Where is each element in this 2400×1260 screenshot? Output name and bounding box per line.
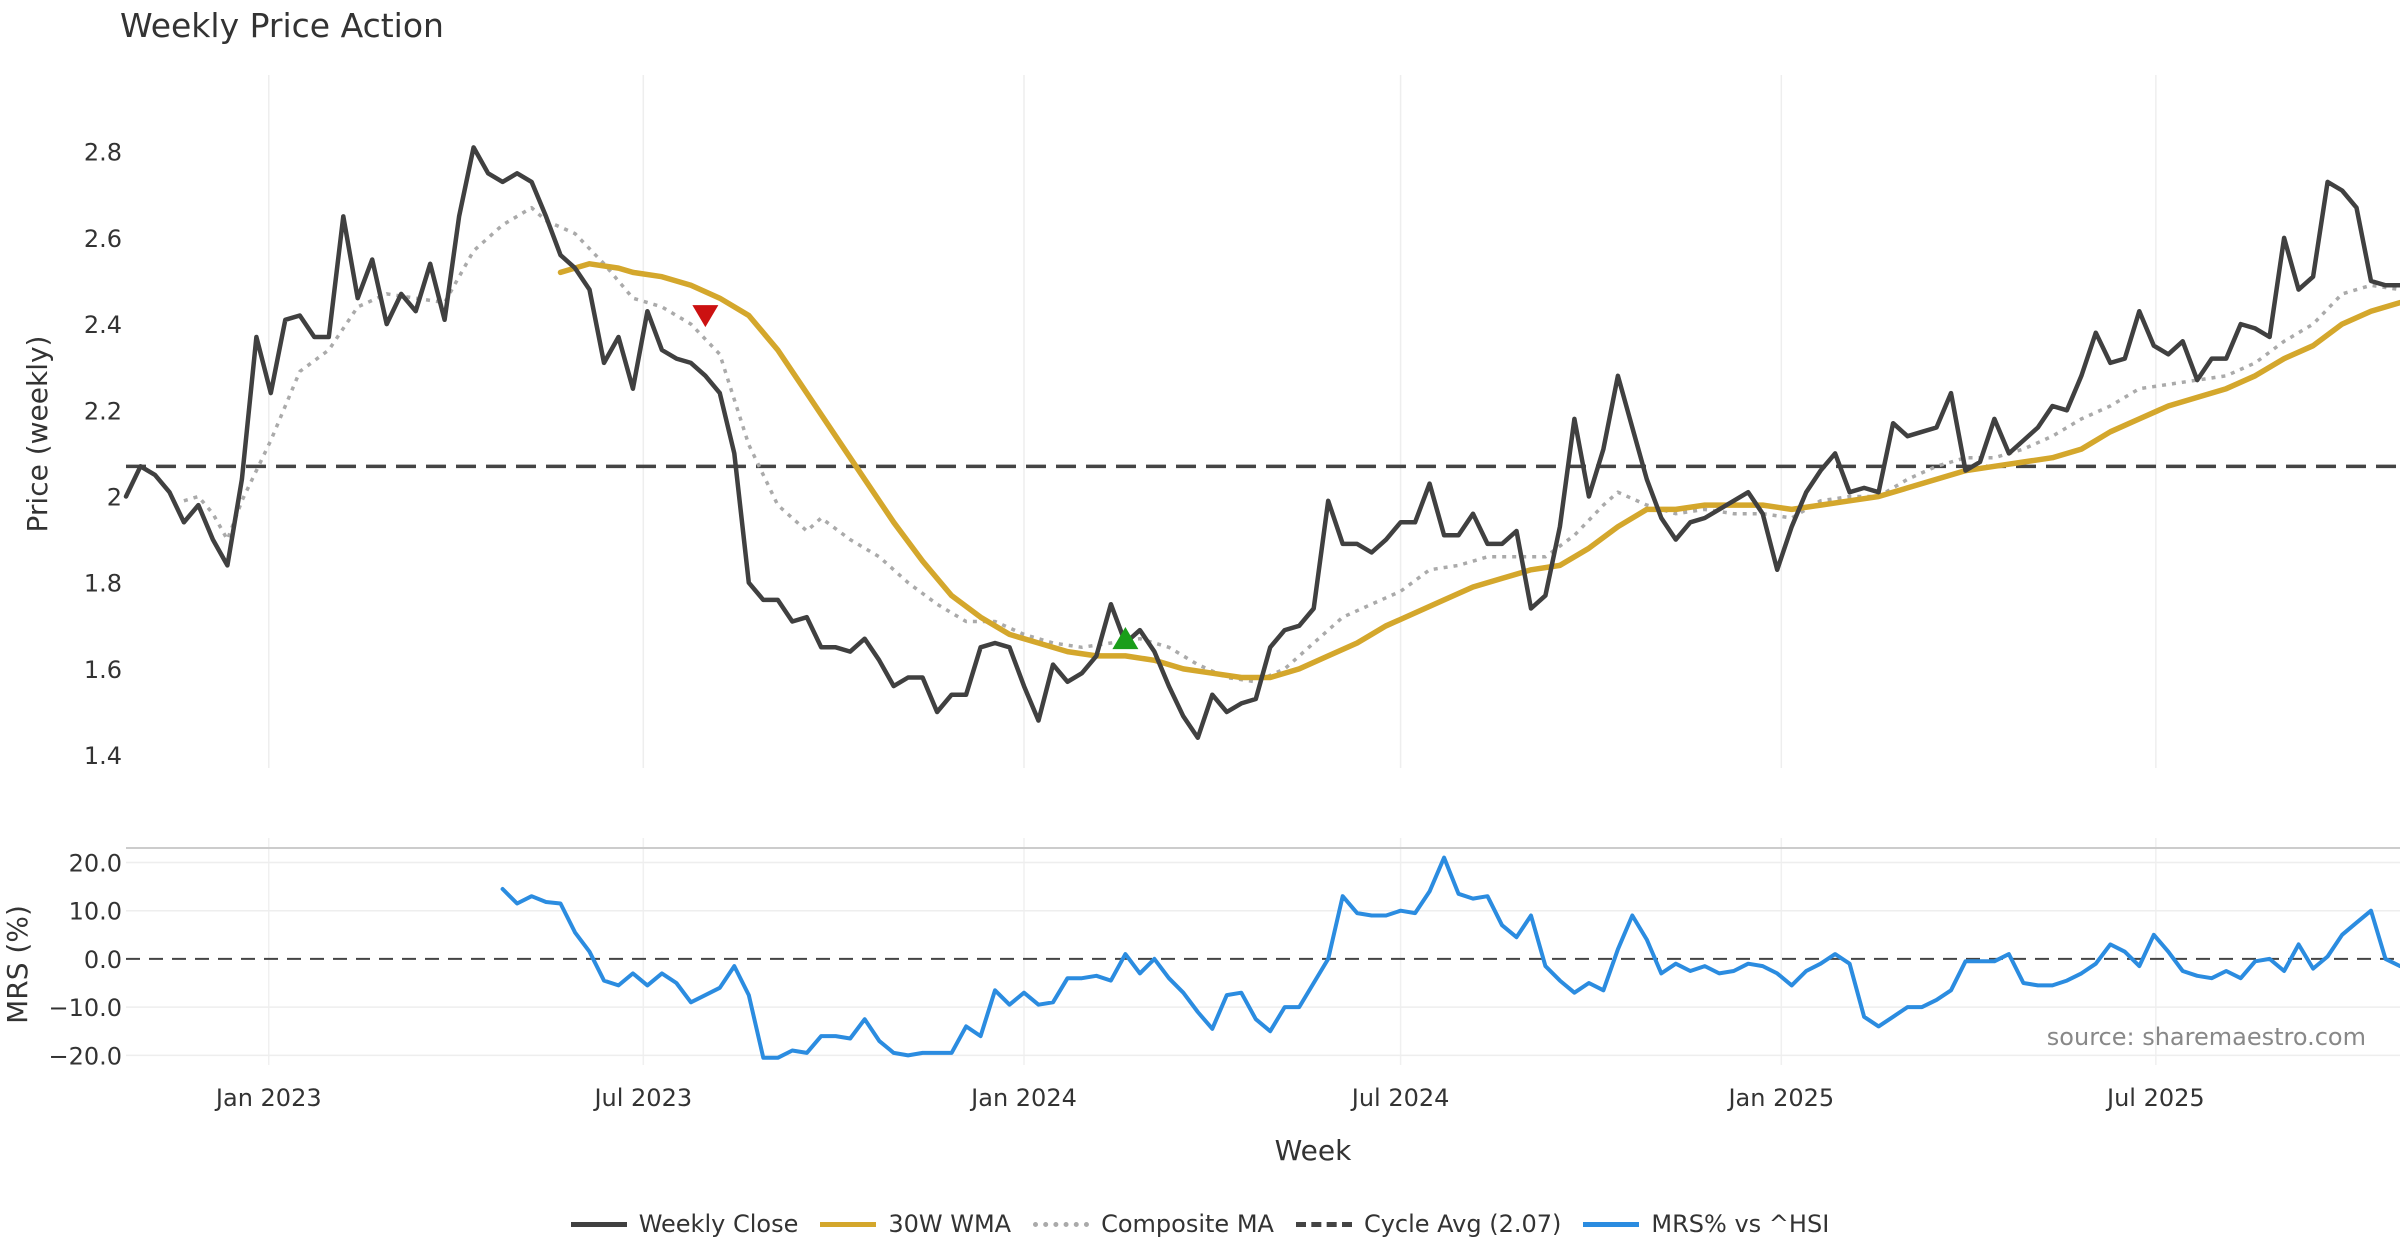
x-axis-title: Week	[1275, 1134, 1352, 1167]
composite-ma-line	[183, 205, 2400, 684]
legend-label: 30W WMA	[888, 1210, 1012, 1238]
mrs-line	[500, 855, 2400, 1060]
chart-title: Weekly Price Action	[120, 6, 444, 45]
buy-signal-marker	[1112, 627, 1139, 650]
legend-swatch	[570, 1221, 627, 1227]
price-y-tick-label: 1.8	[84, 570, 122, 598]
mrs-y-axis-title: MRS (%)	[1, 905, 34, 1024]
legend-swatch	[820, 1221, 877, 1227]
chart-legend: Weekly Close 30W WMA Composite MA Cycle Avg…	[0, 1210, 2400, 1238]
legend-label: MRS% vs ^HSI	[1651, 1210, 1830, 1238]
x-tick-label: Jul 2025	[2105, 1084, 2205, 1112]
x-tick-label: Jan 2025	[1726, 1084, 1834, 1112]
x-tick-label: Jul 2023	[592, 1084, 692, 1112]
source-annotation: source: sharemaestro.com	[2047, 1023, 2366, 1051]
mrs-y-tick-label: 20.0	[69, 849, 122, 877]
x-tick-label: Jul 2024	[1350, 1084, 1450, 1112]
legend-item: Weekly Close	[570, 1210, 799, 1238]
mrs-y-tick-label: 10.0	[69, 898, 122, 926]
legend-label: Weekly Close	[638, 1210, 799, 1238]
price-y-tick-label: 2.4	[84, 311, 122, 339]
price-y-tick-label: 1.4	[84, 742, 122, 770]
legend-swatch	[1583, 1221, 1640, 1227]
price-gridlines	[126, 75, 2400, 768]
price-y-tick-label: 2	[107, 483, 122, 511]
mrs-series-group	[500, 855, 2400, 1060]
legend-item: MRS% vs ^HSI	[1583, 1210, 1829, 1238]
legend-item: Cycle Avg (2.07)	[1295, 1210, 1562, 1238]
price-y-axis-title: Price (weekly)	[21, 336, 54, 533]
legend-label: Composite MA	[1101, 1210, 1274, 1238]
price-series-group	[123, 145, 2400, 741]
mrs-y-tick-label: −10.0	[48, 994, 122, 1022]
x-tick-label: Jan 2023	[214, 1084, 322, 1112]
axis-labels: Jan 2023 Jul 2023 Jan 2024 Jul 2024 Jan 2025…	[1, 139, 2366, 1167]
signal-markers	[692, 305, 1139, 650]
x-tick-label: Jan 2024	[969, 1084, 1077, 1112]
price-y-tick-label: 2.2	[84, 397, 122, 425]
wma-30w-line	[557, 261, 2400, 681]
legend-swatch	[1033, 1221, 1090, 1227]
price-y-tick-label: 2.8	[84, 139, 122, 167]
legend-item: 30W WMA	[820, 1210, 1011, 1238]
mrs-y-tick-label: 0.0	[84, 946, 122, 974]
mrs-gridlines	[126, 838, 2400, 1065]
weekly-close-line	[123, 145, 2400, 741]
legend-swatch	[1295, 1221, 1352, 1227]
legend-label: Cycle Avg (2.07)	[1363, 1210, 1562, 1238]
mrs-y-tick-label: −20.0	[48, 1042, 122, 1070]
legend-item: Composite MA	[1033, 1210, 1274, 1238]
sell-signal-marker	[692, 305, 719, 328]
price-y-tick-label: 1.6	[84, 656, 122, 684]
price-y-tick-label: 2.6	[84, 225, 122, 253]
